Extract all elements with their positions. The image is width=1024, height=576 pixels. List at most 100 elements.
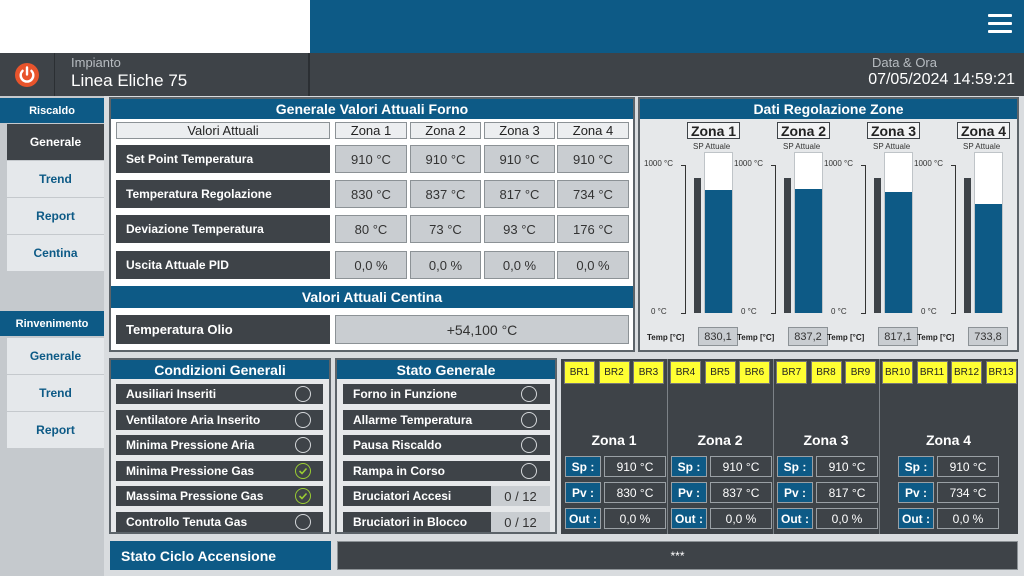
chart-axis <box>775 165 776 313</box>
sidebar-item-riscaldo-report[interactable]: Report <box>7 198 104 234</box>
counter-label: Bruciatori Accesi <box>343 486 491 506</box>
burner-field-key: Out : <box>565 508 601 529</box>
centina-label: Temperatura Olio <box>116 315 330 344</box>
plant-label: Impianto <box>71 55 121 70</box>
forno-value-cell: 734 °C <box>557 180 629 208</box>
centina-title: Valori Attuali Centina <box>111 286 633 308</box>
empty-circle-icon <box>295 514 311 530</box>
temp-value: 837,2 <box>788 327 828 346</box>
temp-label: Temp [°C] <box>827 333 865 342</box>
top-bar <box>310 0 1024 53</box>
burner-indicator: BR2 <box>598 361 630 384</box>
forno-title: Generale Valori Attuali Forno <box>111 99 633 119</box>
condition-row: Massima Pressione Gas <box>116 486 323 506</box>
header-bar: Impianto Linea Eliche 75 Data & Ora 07/0… <box>0 53 1024 96</box>
burner-field-key: Out : <box>777 508 813 529</box>
forno-value-cell: 0,0 % <box>410 251 481 279</box>
burner-indicator: BR9 <box>845 361 876 384</box>
zone-chart-title: Zona 1 <box>687 122 740 139</box>
forno-value-cell: 830 °C <box>335 180 407 208</box>
burner-indicator: BR1 <box>564 361 595 384</box>
plant-name: Linea Eliche 75 <box>71 71 188 90</box>
forno-value-cell: 817 °C <box>484 180 555 208</box>
zone-chart-title: Zona 3 <box>867 122 920 139</box>
power-button[interactable] <box>0 53 55 96</box>
sidebar-item-riscaldo-trend[interactable]: Trend <box>7 161 104 197</box>
burner-field-key: Sp : <box>777 456 813 477</box>
burner-indicator: BR11 <box>916 361 948 384</box>
setpoint-bar <box>784 178 791 313</box>
sp-attuale-label: SP Attuale <box>873 142 911 151</box>
sidebar-item-riscaldo-generale[interactable]: Generale <box>7 124 104 160</box>
temp-bar-fill <box>705 190 732 313</box>
burner-zone-title: Zona 3 <box>803 432 849 448</box>
burner-field-key: Sp : <box>898 456 934 477</box>
empty-circle-icon <box>295 412 311 428</box>
burner-field-value: 910 °C <box>710 456 772 477</box>
burner-zone-title: Zona 4 <box>925 432 972 448</box>
forno-row-label: Set Point Temperatura <box>116 145 330 173</box>
forno-value-cell: 910 °C <box>335 145 407 173</box>
power-icon <box>15 62 39 87</box>
chart-axis <box>865 165 866 313</box>
burner-indicator: BR5 <box>704 361 736 384</box>
forno-row-label: Deviazione Temperatura <box>116 215 330 243</box>
burner-field-value: 817 °C <box>816 482 878 503</box>
burner-field-value: 0,0 % <box>710 508 772 529</box>
forno-row-label: Uscita Attuale PID <box>116 251 330 279</box>
empty-circle-icon <box>521 412 537 428</box>
axis-min-label: 0 °C <box>921 307 937 316</box>
counter-value: 0 / 12 <box>491 512 550 532</box>
axis-tick <box>681 313 686 314</box>
stato-title: Stato Generale <box>337 360 555 379</box>
forno-header-label: Valori Attuali <box>116 122 330 139</box>
burner-indicator: BR6 <box>739 361 770 384</box>
axis-min-label: 0 °C <box>831 307 847 316</box>
condition-row: Ventilatore Aria Inserito <box>116 410 323 430</box>
burner-field-value: 0,0 % <box>816 508 878 529</box>
axis-tick <box>951 165 956 166</box>
sidebar-item-rinvenimento-generale[interactable]: Generale <box>7 338 104 374</box>
sp-attuale-label: SP Attuale <box>783 142 821 151</box>
condition-row: Minima Pressione Aria <box>116 435 323 455</box>
forno-value-cell: 93 °C <box>484 215 555 243</box>
sidebar-item-riscaldo-centina[interactable]: Centina <box>7 235 104 271</box>
axis-max-label: 1000 °C <box>734 159 763 168</box>
sidebar: Riscaldo Generale Trend Report Centina R… <box>0 96 104 576</box>
axis-tick <box>771 313 776 314</box>
forno-zone-header: Zona 1 <box>335 122 407 139</box>
burner-field-value: 0,0 % <box>604 508 666 529</box>
setpoint-bar <box>964 178 971 313</box>
axis-max-label: 1000 °C <box>644 159 673 168</box>
burner-indicator: BR4 <box>670 361 701 384</box>
sp-attuale-label: SP Attuale <box>693 142 731 151</box>
sidebar-section-rinvenimento: Rinvenimento <box>0 311 104 336</box>
hamburger-menu-icon[interactable] <box>988 14 1012 36</box>
empty-circle-icon <box>295 437 311 453</box>
burner-field-key: Pv : <box>898 482 934 503</box>
empty-circle-icon <box>521 386 537 402</box>
sidebar-item-rinvenimento-report[interactable]: Report <box>7 412 104 448</box>
burner-field-value: 830 °C <box>604 482 666 503</box>
chart-axis <box>685 165 686 313</box>
sidebar-section-riscaldo: Riscaldo <box>0 98 104 123</box>
burner-indicator: BR7 <box>776 361 807 384</box>
empty-circle-icon <box>521 437 537 453</box>
stato-row: Forno in Funzione <box>343 384 550 404</box>
counter-label: Bruciatori in Blocco <box>343 512 491 532</box>
burner-zone-divider <box>773 359 774 534</box>
forno-zone-header: Zona 4 <box>557 122 629 139</box>
forno-value-cell: 176 °C <box>557 215 629 243</box>
burner-field-key: Out : <box>898 508 934 529</box>
condition-row: Controllo Tenuta Gas <box>116 512 323 532</box>
forno-value-cell: 910 °C <box>557 145 629 173</box>
burner-indicator: BR12 <box>951 361 982 384</box>
empty-circle-icon <box>521 463 537 479</box>
forno-value-cell: 837 °C <box>410 180 481 208</box>
empty-circle-icon <box>295 386 311 402</box>
axis-tick <box>861 165 866 166</box>
axis-min-label: 0 °C <box>741 307 757 316</box>
burner-field-value: 910 °C <box>937 456 999 477</box>
sidebar-item-rinvenimento-trend[interactable]: Trend <box>7 375 104 411</box>
burner-field-key: Pv : <box>671 482 707 503</box>
